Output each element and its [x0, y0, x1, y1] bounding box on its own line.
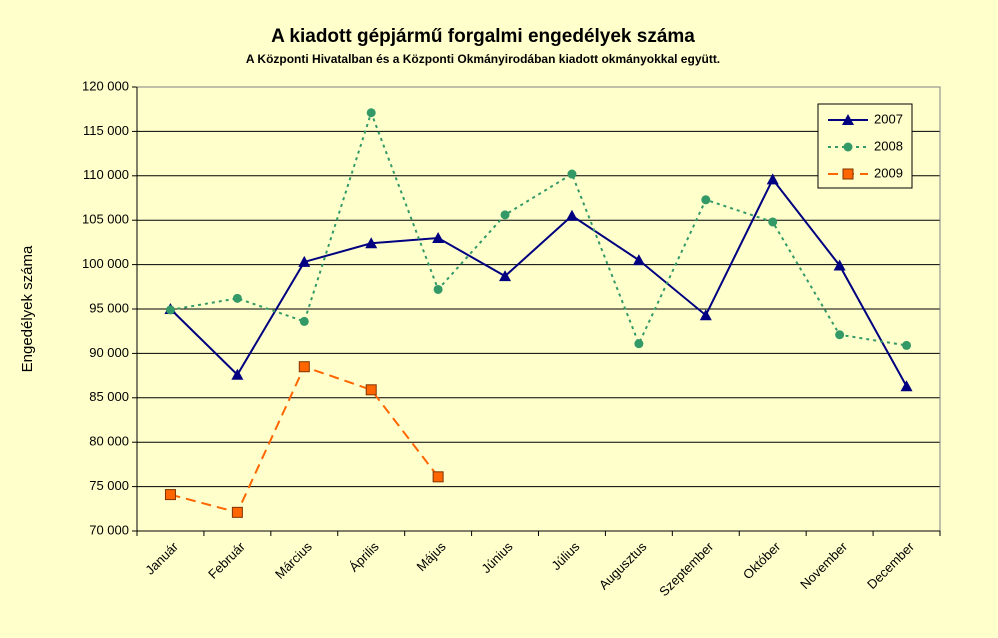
data-point — [499, 270, 512, 282]
data-point — [231, 506, 243, 518]
data-point — [632, 254, 645, 266]
y-tick-label: 85 000 — [89, 389, 129, 404]
data-point — [432, 231, 445, 243]
data-point — [900, 380, 913, 392]
series-line — [170, 109, 907, 347]
legend-label: 2008 — [874, 138, 903, 153]
y-tick-label: 70 000 — [89, 522, 129, 537]
data-point — [432, 471, 444, 483]
data-point — [164, 489, 176, 501]
data-point — [433, 284, 443, 294]
data-point — [365, 237, 378, 249]
data-point — [365, 384, 377, 396]
y-tick-label: 95 000 — [89, 300, 129, 315]
legend-marker — [843, 142, 853, 152]
legend-marker — [842, 168, 854, 180]
data-point — [699, 309, 712, 321]
data-point — [366, 108, 376, 118]
legend-marker — [842, 114, 854, 125]
y-tick-label: 80 000 — [89, 434, 129, 449]
data-point — [634, 339, 644, 349]
data-point — [768, 217, 778, 227]
data-point — [833, 259, 846, 271]
data-point — [835, 330, 845, 340]
y-axis-label: Engedélyek száma — [19, 245, 36, 372]
data-point — [701, 195, 711, 205]
y-tick-label: 110 000 — [83, 167, 129, 182]
legend: 2007 2008 2009 — [817, 103, 913, 189]
y-tick-label: 75 000 — [89, 478, 129, 493]
chart-subtitle: A Központi Hivatalban és a Központi Okmá… — [246, 52, 720, 66]
data-point — [299, 316, 309, 326]
data-point — [567, 169, 577, 179]
data-point — [165, 305, 175, 315]
series-line — [169, 177, 908, 387]
data-point — [298, 255, 311, 267]
chart-title: A kiadott gépjármű forgalmi engedélyek s… — [271, 26, 695, 47]
data-point — [766, 173, 779, 185]
y-tick-label: 105 000 — [82, 212, 129, 227]
y-tick-label: 120 000 — [82, 78, 129, 93]
legend-label: 2007 — [874, 111, 903, 126]
legend-label: 2009 — [874, 165, 903, 180]
data-point — [232, 293, 242, 303]
data-point — [902, 340, 912, 350]
data-point — [298, 361, 310, 373]
data-point — [500, 210, 510, 220]
data-point — [565, 209, 578, 221]
y-tick-label: 100 000 — [82, 256, 129, 271]
y-tick-label: 115 000 — [83, 123, 129, 138]
y-tick-label: 90 000 — [89, 345, 129, 360]
data-point — [231, 368, 244, 380]
